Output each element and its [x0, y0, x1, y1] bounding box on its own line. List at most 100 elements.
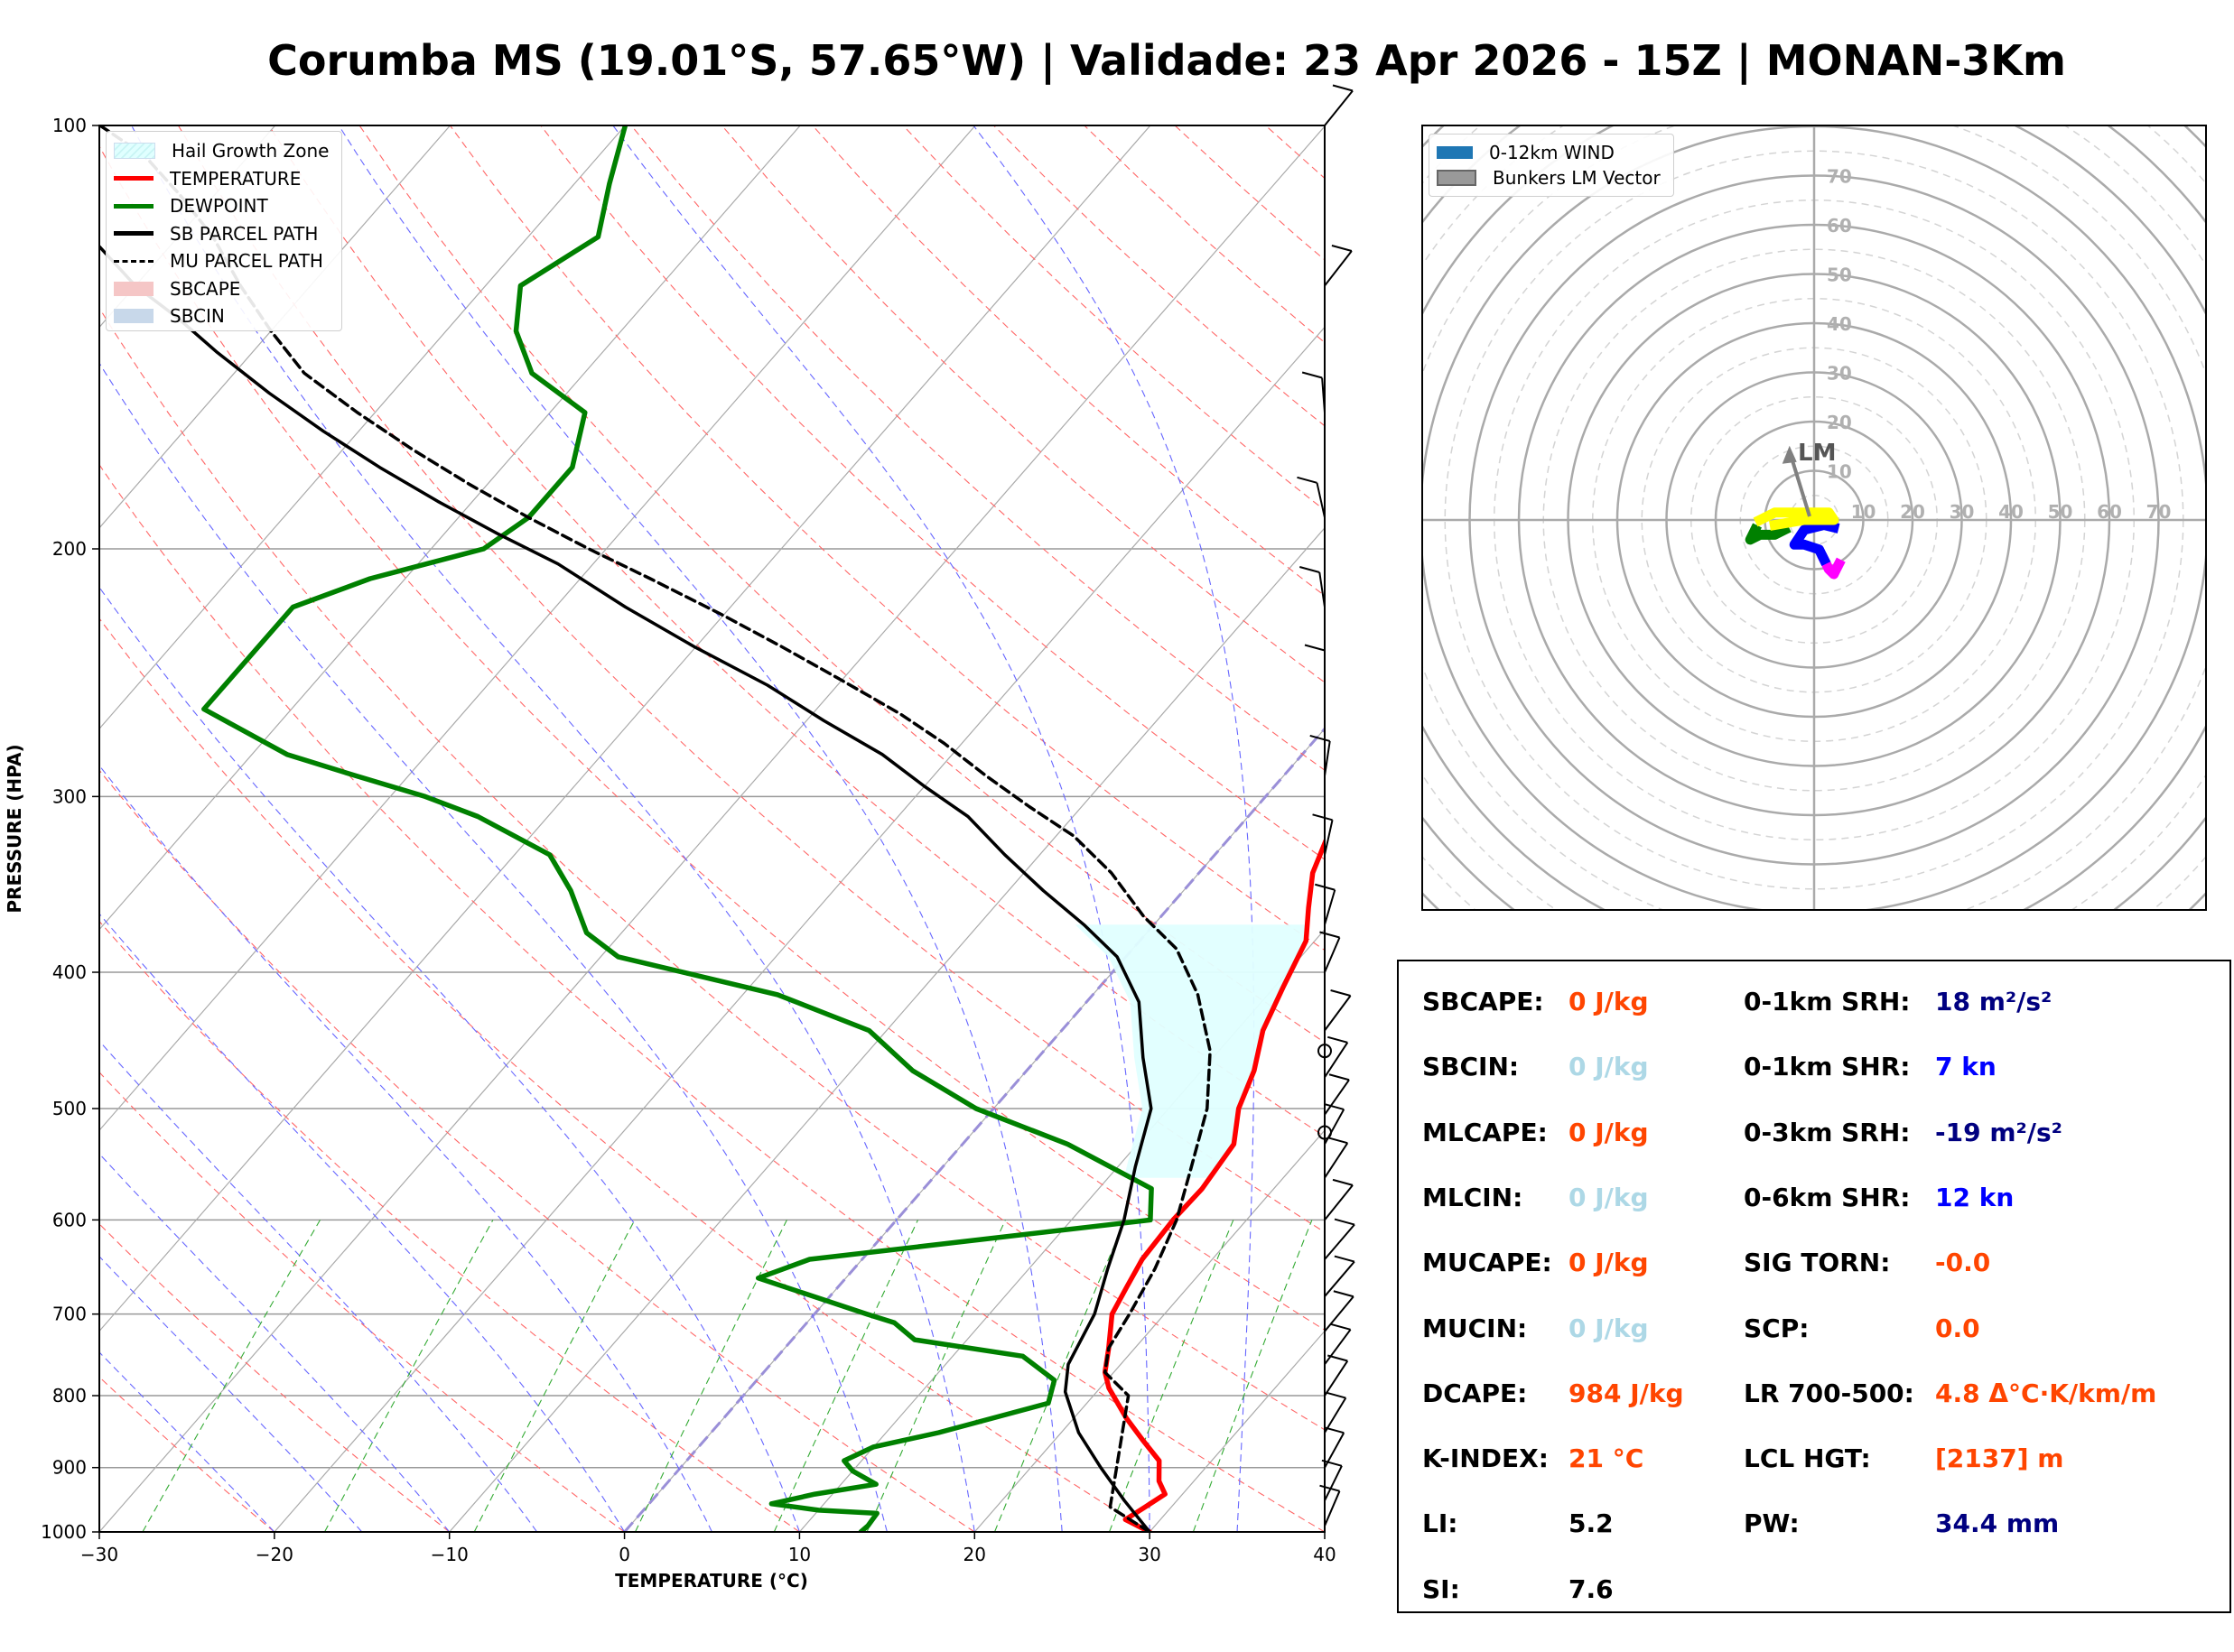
chart-title: Corumba MS (19.01°S, 57.65°W) | Validade… [267, 36, 2066, 85]
legend-label: 0-12km WIND [1489, 142, 1615, 163]
param-label: SI: [1422, 1573, 1460, 1604]
pressure-tick-label: 800 [52, 1385, 87, 1406]
isotherm [99, 125, 801, 931]
temperature-line [1102, 836, 1325, 1532]
param-label: MUCIN: [1422, 1313, 1528, 1343]
temp-tick-label: 30 [1138, 1544, 1160, 1565]
wind-barb-flag [1327, 1035, 1348, 1044]
ring-label-y: 60 [1827, 215, 1852, 237]
dry-adiabat [99, 463, 1325, 1532]
temp-tick-label: 40 [1313, 1544, 1336, 1565]
ring-label-x: 30 [1950, 501, 1975, 523]
pressure-tick-label: 600 [52, 1209, 87, 1230]
legend-entry: SBCAPE [114, 275, 334, 303]
param-label: 0-6km SHR: [1744, 1182, 1911, 1212]
param-value: 0 J/kg [1568, 1313, 1649, 1343]
temp-tick-label: 10 [788, 1544, 811, 1565]
dry-adiabat [177, 125, 1325, 1233]
wind-barb-shaft [1324, 889, 1336, 925]
moist-adiabat [99, 1256, 363, 1532]
wind-barb-shaft [1324, 740, 1331, 776]
y-axis-label: PRESSURE (HPA) [4, 744, 25, 913]
hodograph-segment-3-6km [1745, 523, 1792, 545]
param-value: 0 J/kg [1568, 1182, 1649, 1212]
wind-barb-shaft [1324, 1295, 1354, 1332]
sb-parcel-path-line [99, 244, 1153, 1532]
wind-barb-flag [1332, 84, 1354, 92]
skewt-lines [99, 125, 1325, 1532]
dry-adiabat [268, 125, 1325, 1137]
wind-barb-flag [1332, 1178, 1354, 1186]
wind-barb-shaft [1324, 1260, 1355, 1297]
isotherm [99, 125, 976, 1132]
hodograph-legend-entry: Bunkers LM Vector [1437, 165, 1666, 190]
wind-barb-flag [1330, 1323, 1351, 1331]
param-label: LCL HGT: [1744, 1443, 1871, 1474]
legend-swatch [114, 176, 154, 181]
legend-swatch [114, 259, 154, 263]
param-value: 7 kn [1935, 1052, 1997, 1082]
wind-barb-shaft [1324, 1223, 1355, 1260]
isotherm [449, 526, 1325, 1532]
legend-swatch [114, 203, 154, 209]
temp-tick-label: 0 [619, 1544, 630, 1565]
hodograph-rings: 10 10 20 20 30 30 40 40 50 50 60 60 70 70 [1422, 125, 2206, 910]
ring-label-y: 70 [1827, 166, 1852, 188]
param-label: 0-1km SRH: [1744, 987, 1911, 1016]
param-label: MUCAPE: [1422, 1248, 1552, 1278]
pressure-tick-label: 200 [52, 538, 87, 560]
mixing-ratio-line [142, 1220, 321, 1532]
param-label: 0-3km SRH: [1744, 1117, 1911, 1147]
hodograph-legend-entry: 0-12km WIND [1437, 140, 1666, 165]
hodograph-trace: LM [1745, 440, 1846, 580]
param-value: 0 J/kg [1568, 1117, 1649, 1147]
isotherm [99, 125, 626, 730]
wind-barb-shaft [1324, 250, 1353, 287]
mixing-ratio-line [1192, 1220, 1313, 1532]
mixing-ratio-line [324, 1220, 494, 1532]
mixing-ratio-line [1108, 1220, 1234, 1532]
param-label: 0-1km SHR: [1744, 1052, 1911, 1082]
lm-label: LM [1798, 440, 1836, 467]
moist-adiabat [99, 586, 800, 1532]
moist-adiabat [99, 1153, 451, 1532]
legend-label: SB PARCEL PATH [170, 222, 319, 245]
param-label: SIG TORN: [1744, 1248, 1891, 1278]
wind-barb-flag [1312, 813, 1333, 821]
isotherm [973, 1129, 1325, 1532]
param-label: SBCIN: [1422, 1052, 1520, 1082]
wind-barb-shaft [1324, 1142, 1349, 1179]
pressure-tick-label: 900 [52, 1457, 87, 1479]
wind-barb-flag [1309, 734, 1330, 742]
temp-tick-label: −30 [80, 1544, 118, 1565]
legend-entry: SBCIN [114, 302, 334, 330]
param-label: PW: [1744, 1508, 1800, 1539]
parameters-panel: SBCAPE: 0 J/kg SBCIN: 0 J/kg MLCAPE: 0 J/kg ML… [1397, 960, 2231, 1613]
legend-entry: TEMPERATURE [114, 165, 334, 193]
mu-parcel-path-line [99, 125, 1212, 1532]
pressure-tick-label: 300 [52, 785, 87, 807]
moist-adiabat [99, 913, 626, 1532]
wind-barb-flag [1330, 989, 1351, 997]
legend-swatch [114, 309, 154, 324]
hodograph-segment-6-9km [1753, 507, 1839, 531]
mixing-ratio-line [635, 1220, 787, 1532]
wind-barb-shaft [1324, 1184, 1354, 1220]
ring-label-y: 40 [1827, 313, 1852, 335]
wind-barb-shaft [1324, 1490, 1341, 1527]
moist-adiabat [973, 125, 1255, 1532]
temp-tick-label: 20 [963, 1544, 986, 1565]
param-value: 7.6 [1568, 1573, 1614, 1604]
isotherm [274, 326, 1325, 1532]
param-value: 0 J/kg [1568, 1248, 1649, 1278]
dry-adiabat [99, 920, 800, 1532]
wind-barbs [1297, 84, 1355, 1527]
wind-barb-flag [1334, 1218, 1355, 1226]
param-value: 5.2 [1568, 1508, 1614, 1539]
wind-barb-flag [1327, 1354, 1348, 1362]
legend-label: Hail Growth Zone [172, 140, 330, 162]
legend-label: SBCIN [170, 305, 225, 328]
legend-swatch [114, 281, 154, 296]
